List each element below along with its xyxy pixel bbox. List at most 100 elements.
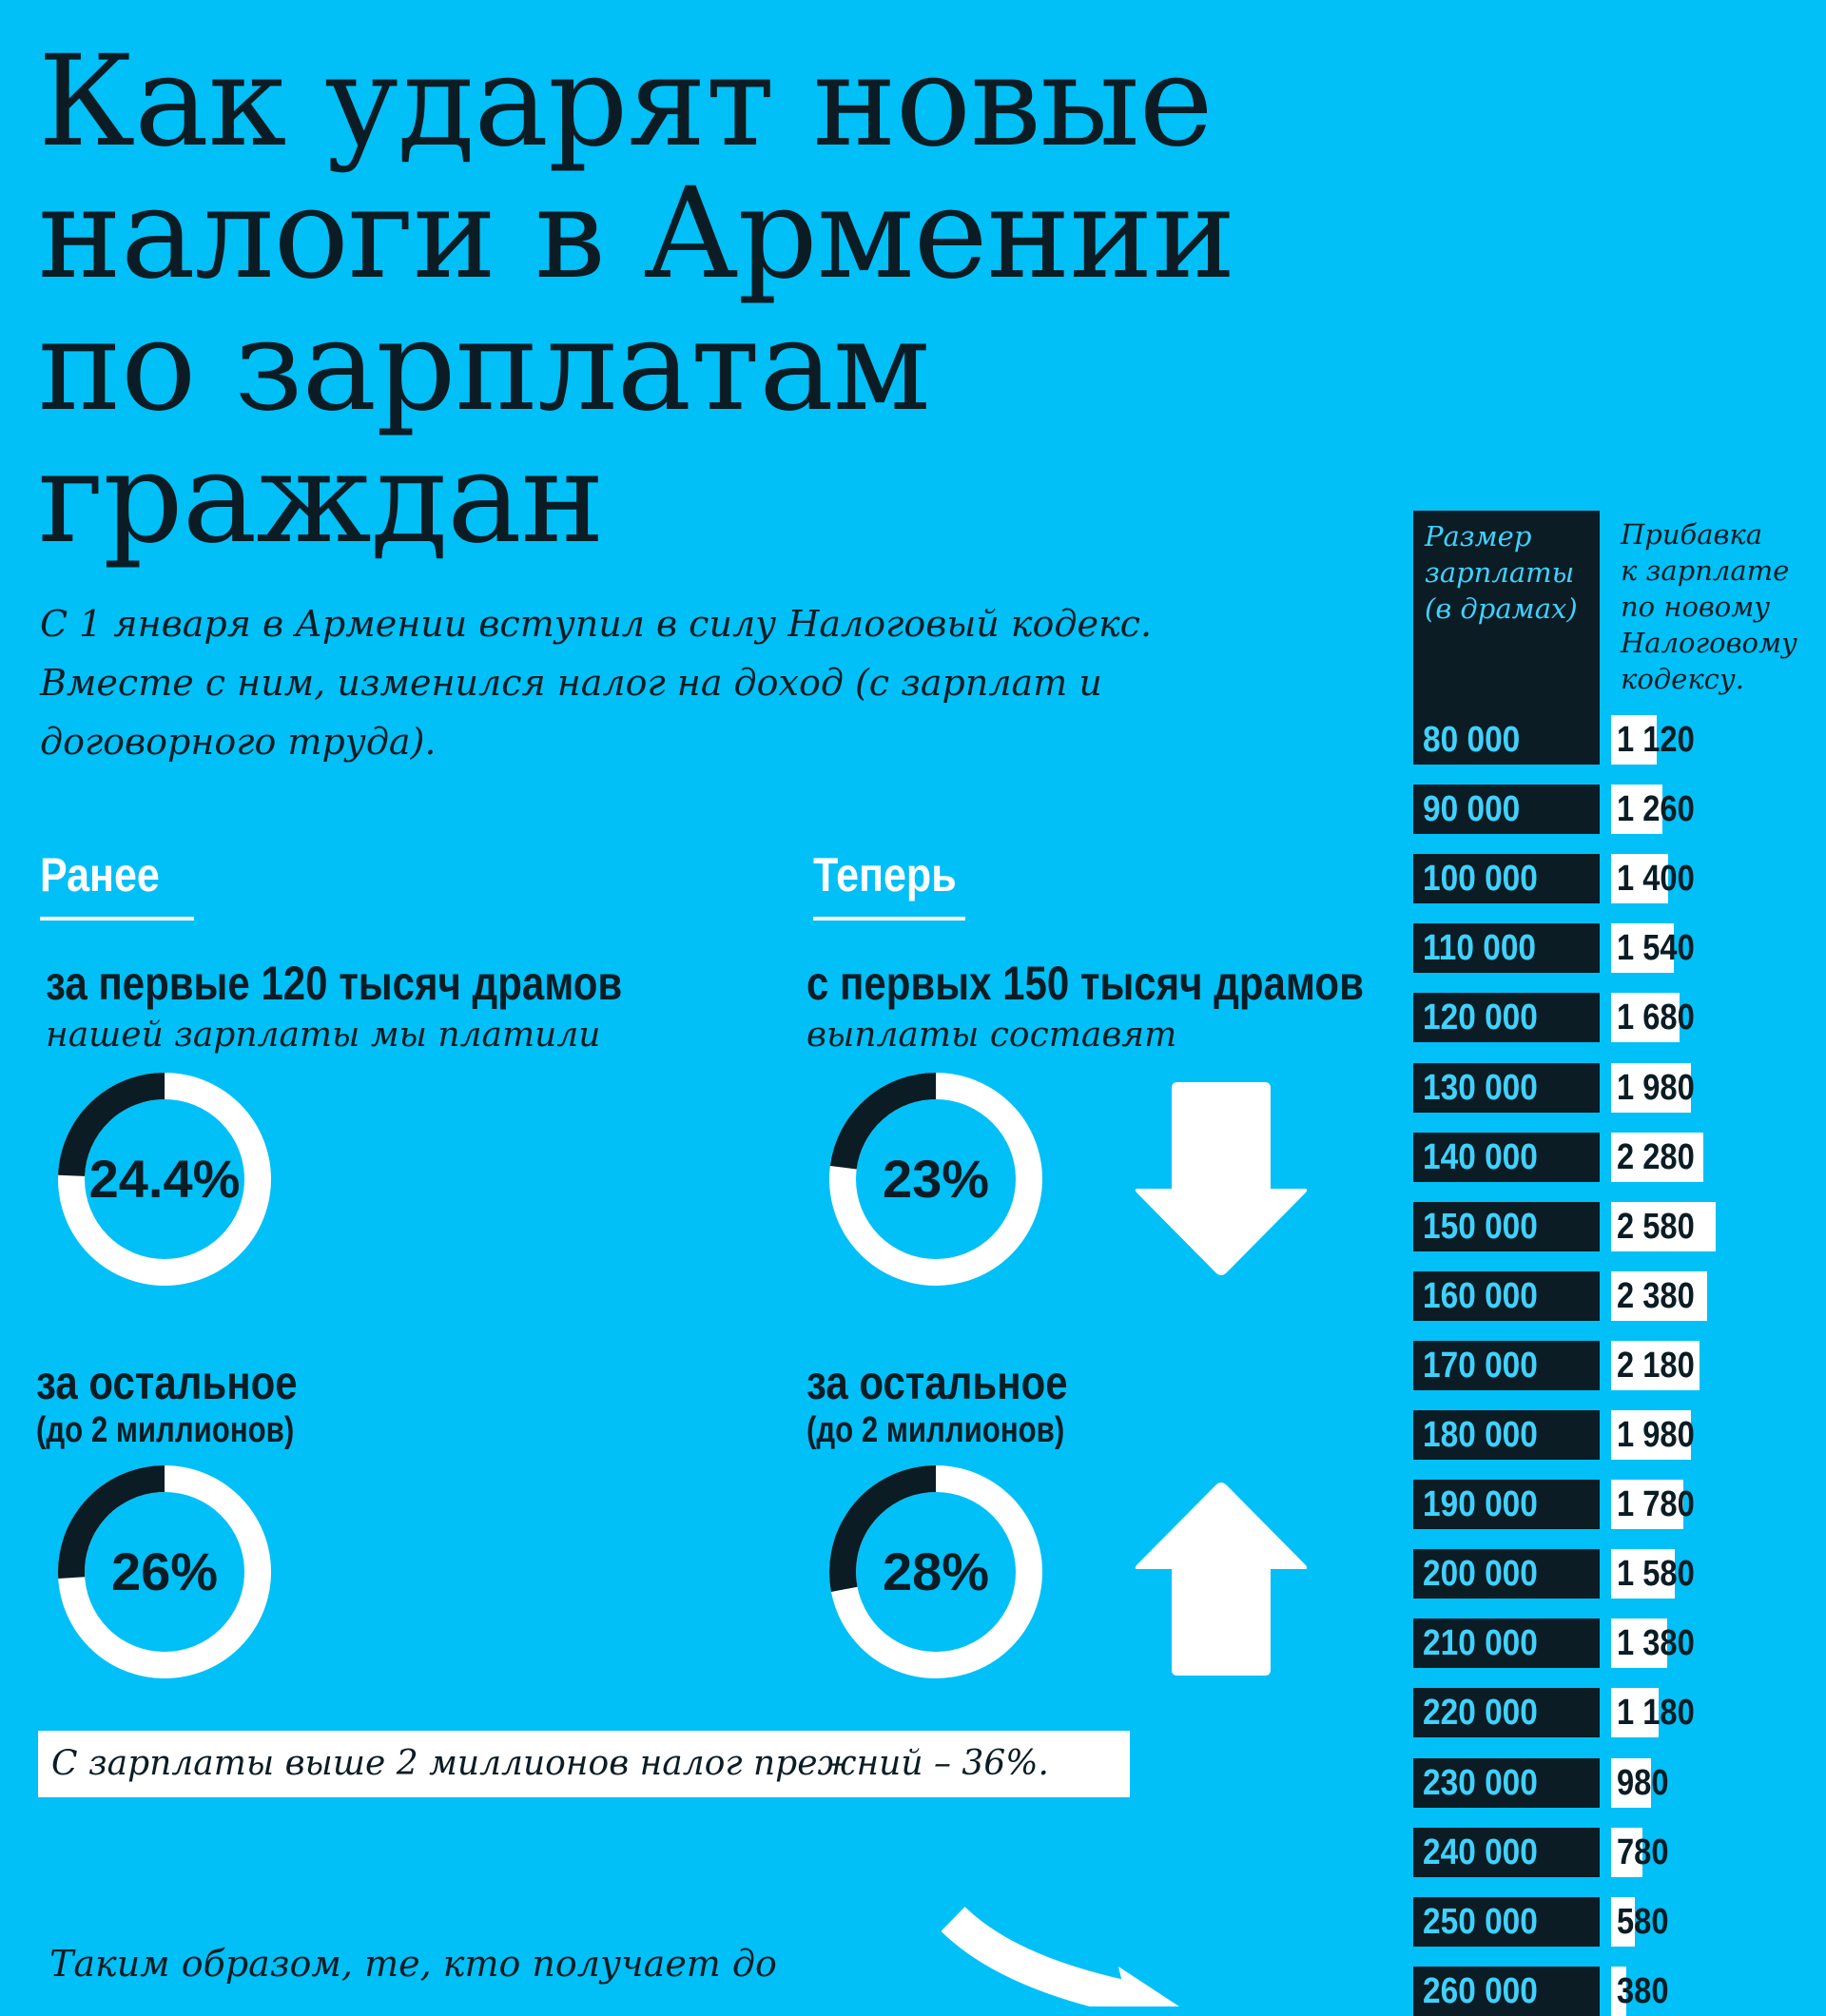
bonus-bar [1611, 923, 1674, 973]
after-first-heading: с первых 150 тысяч драмов [806, 957, 1364, 1010]
bonus-bar [1611, 785, 1662, 834]
bonus-value: 1 540 [1617, 923, 1707, 973]
bonus-value-text: 980 [1617, 1763, 1669, 1803]
bonus-bar [1611, 1202, 1716, 1251]
salary-cell: 250 000 [1413, 1897, 1600, 1947]
donut-label: 24.4% [89, 1149, 241, 1209]
intro-line: договорного труда). [40, 721, 437, 763]
bonus-value: 1 780 [1617, 1480, 1707, 1529]
salary-value: 80 000 [1423, 720, 1521, 760]
salary-value: 150 000 [1423, 1207, 1538, 1247]
bonus-value-text: 1 540 [1617, 928, 1695, 968]
salary-cell: 260 000 [1413, 1967, 1600, 2016]
bonus-value-text: 2 380 [1617, 1276, 1695, 1316]
salary-value: 240 000 [1423, 1832, 1538, 1872]
after-first-subheading: выплаты составят [806, 1016, 1177, 1055]
title-line: Как ударят новые [38, 29, 1214, 175]
bonus-value: 980 [1617, 1758, 1677, 1808]
arrow-up-icon [1135, 1483, 1308, 1676]
bonus-value: 380 [1617, 1967, 1677, 2016]
salary-cell: 180 000 [1413, 1410, 1600, 1460]
salary-cell: 150 000 [1413, 1202, 1600, 1251]
salary-cell: 240 000 [1413, 1828, 1600, 1877]
donut-segment [58, 1465, 271, 1678]
after-underline [813, 917, 965, 921]
salary-value: 130 000 [1423, 1068, 1538, 1108]
bonus-bar [1611, 854, 1668, 903]
bonus-value: 1 980 [1617, 1063, 1707, 1113]
salary-cell: 170 000 [1413, 1341, 1600, 1390]
bonus-value: 2 280 [1617, 1133, 1707, 1182]
bonus-bar [1611, 1758, 1651, 1808]
bonus-bar [1611, 1410, 1691, 1460]
intro-text: С 1 января в Армении вступил в силу Нало… [40, 594, 1181, 771]
bonus-value-text: 1 580 [1617, 1554, 1695, 1594]
title-line: граждан [38, 425, 605, 572]
after-rest-donut: 28% [828, 1465, 1042, 1678]
salary-cell: 100 000 [1413, 854, 1600, 903]
salary-value: 140 000 [1423, 1137, 1538, 1177]
salary-value: 160 000 [1423, 1276, 1538, 1316]
salary-cell: 190 000 [1413, 1480, 1600, 1529]
before-first-heading: за первые 120 тысяч драмов [46, 957, 623, 1010]
note-box: С зарплаты выше 2 миллионов налог прежни… [38, 1731, 1130, 1797]
bonus-value: 1 380 [1617, 1619, 1707, 1668]
salary-value: 90 000 [1423, 789, 1521, 829]
salary-cell: 80 000 [1413, 715, 1600, 765]
bonus-value-text: 2 580 [1617, 1207, 1695, 1247]
salary-value: 110 000 [1423, 928, 1537, 968]
intro-line: С 1 января в Армении вступил в силу Нало… [40, 603, 1153, 645]
salary-cell: 90 000 [1413, 785, 1600, 834]
bonus-value-text: 1 380 [1617, 1623, 1695, 1663]
bonus-column-label: Прибавка к зарплате по новому Налоговому… [1621, 518, 1797, 695]
salary-value: 220 000 [1423, 1693, 1538, 1733]
bonus-bar [1611, 1828, 1642, 1877]
before-rest-donut: 26% [58, 1465, 271, 1678]
bonus-bar [1611, 1619, 1667, 1668]
bonus-value: 1 120 [1617, 715, 1707, 765]
bonus-value-text: 1 980 [1617, 1068, 1695, 1108]
salary-value: 180 000 [1423, 1415, 1538, 1455]
bonus-value: 580 [1617, 1897, 1677, 1947]
bonus-bar [1611, 1967, 1626, 2016]
salary-cell: 160 000 [1413, 1271, 1600, 1321]
after-rest-subheading: (до 2 миллионов) [806, 1410, 1065, 1450]
title-line: налоги в Армении [38, 161, 1236, 307]
bonus-value-text: 2 180 [1617, 1346, 1695, 1386]
bonus-value-text: 1 120 [1617, 720, 1695, 760]
salary-value: 190 000 [1423, 1484, 1538, 1524]
salary-cell: 110 000 [1413, 923, 1600, 973]
salary-value: 100 000 [1423, 859, 1538, 899]
bonus-bar [1611, 1480, 1683, 1529]
arrow-down-icon [1135, 1082, 1308, 1275]
salary-value: 120 000 [1423, 998, 1538, 1037]
curved-arrow-icon [942, 1906, 1179, 2006]
bonus-value-text: 1 680 [1617, 998, 1695, 1037]
bonus-value-text: 1 260 [1617, 789, 1695, 829]
bonus-value-text: 380 [1617, 1971, 1669, 2011]
donut-label: 28% [883, 1541, 989, 1601]
bonus-value-text: 580 [1617, 1902, 1669, 1942]
after-label: Теперь [813, 848, 957, 901]
salary-value: 210 000 [1423, 1623, 1538, 1663]
before-underline [40, 917, 194, 921]
salary-cell: 200 000 [1413, 1549, 1600, 1599]
bonus-value: 1 980 [1617, 1410, 1707, 1460]
bonus-value-text: 1 180 [1617, 1693, 1695, 1733]
salary-value: 250 000 [1423, 1902, 1538, 1942]
bonus-value: 2 180 [1617, 1341, 1707, 1390]
footer-text: Таким образом, те, кто получает до [49, 1943, 777, 1985]
salary-cell: 210 000 [1413, 1619, 1600, 1668]
bonus-value-text: 780 [1617, 1832, 1669, 1872]
page-title: Как ударят новые налоги в Армении по зар… [38, 36, 1370, 565]
before-first-donut: 24.4% [58, 1073, 271, 1286]
bonus-bar [1611, 715, 1657, 765]
bonus-value-text: 2 280 [1617, 1137, 1695, 1177]
bonus-value-text: 1 780 [1617, 1484, 1695, 1524]
bonus-bar [1611, 1133, 1703, 1182]
bonus-bar [1611, 1341, 1700, 1390]
salary-value: 200 000 [1423, 1554, 1538, 1594]
salary-cell: 140 000 [1413, 1133, 1600, 1182]
before-first-subheading: нашей зарплаты мы платили [46, 1016, 601, 1055]
bonus-value: 1 680 [1617, 993, 1707, 1042]
